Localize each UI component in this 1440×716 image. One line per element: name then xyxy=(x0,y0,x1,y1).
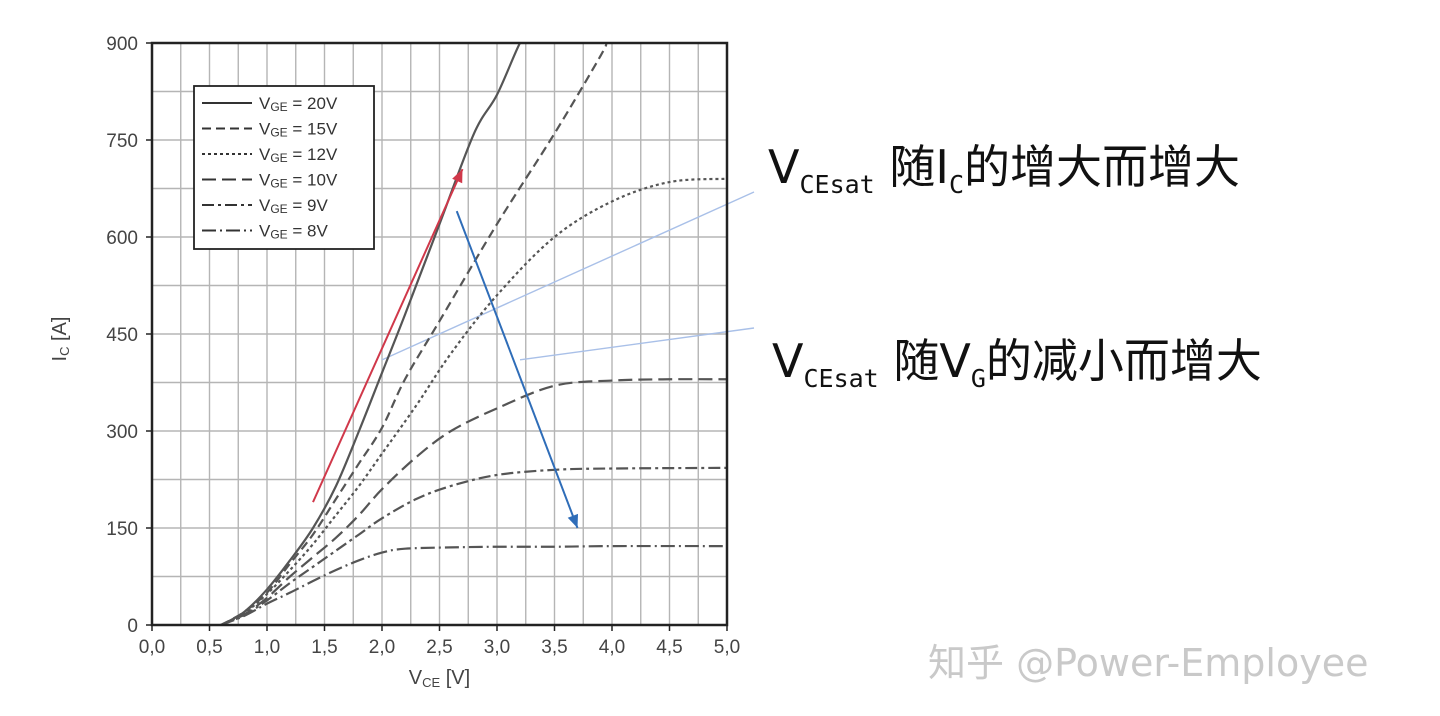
legend-label-3: VGE = 12V xyxy=(259,145,338,165)
legend-label-6: VGE = 8V xyxy=(259,222,329,242)
y-tick-label: 300 xyxy=(106,422,138,443)
y-tick-label: 900 xyxy=(106,34,138,55)
x-tick-label: 1,5 xyxy=(311,637,337,658)
series-line-4 xyxy=(220,378,727,625)
x-tick-label: 3,5 xyxy=(541,637,567,658)
trend-arrow-line-2 xyxy=(455,210,579,529)
x-tick-label: 5,0 xyxy=(714,637,740,658)
x-tick-label: 2,5 xyxy=(426,637,452,658)
trend-arrow-line-1 xyxy=(312,168,464,503)
x-tick-label: 4,5 xyxy=(656,637,682,658)
x-tick-label: 0,0 xyxy=(139,637,165,658)
series-line-6 xyxy=(220,544,727,625)
callout-line xyxy=(381,191,755,361)
note-vcesat-vg: VCEsat 随VG的减小而增大 xyxy=(772,334,1262,393)
callout-line xyxy=(519,327,755,361)
legend-label-2: VGE = 15V xyxy=(259,120,338,140)
x-tick-label: 2,0 xyxy=(369,637,395,658)
y-tick-label: 150 xyxy=(106,519,138,540)
trend-arrows xyxy=(312,168,579,529)
x-tick-label: 3,0 xyxy=(484,637,510,658)
legend-label-4: VGE = 10V xyxy=(259,171,338,191)
legend-label-5: VGE = 9V xyxy=(259,196,329,216)
y-tick-labels: 0 150 300 450 600 750 900 xyxy=(106,34,152,637)
y-tick-label: 750 xyxy=(106,131,138,152)
x-tick-label: 1,0 xyxy=(254,637,280,658)
series-line-2 xyxy=(220,43,608,625)
trend-arrow-head-1 xyxy=(452,169,463,184)
legend-box xyxy=(193,85,375,250)
series-group xyxy=(220,43,727,625)
y-tick-label: 600 xyxy=(106,228,138,249)
trend-arrow-head-2 xyxy=(567,513,579,528)
note-vcesat-ic: VCEsat 随IC的增大而增大 xyxy=(768,140,1240,199)
y-tick-label: 450 xyxy=(106,325,138,346)
x-axis-label: VCE [V] xyxy=(409,667,470,690)
x-tick-label: 0,5 xyxy=(196,637,222,658)
series-line-1 xyxy=(220,43,527,625)
legend-label-1: VGE = 20V xyxy=(259,94,338,114)
callout-lines xyxy=(381,191,755,361)
x-tick-labels: 0,0 0,5 1,0 1,5 2,0 2,5 3,0 3,5 4,0 4,5 5,0 xyxy=(139,625,740,658)
series-line-3 xyxy=(220,177,727,625)
y-tick-label: 0 xyxy=(127,616,138,637)
x-tick-label: 4,0 xyxy=(599,637,625,658)
legend: VGE = 20V VGE = 15V VGE = 12V VGE = 10V VGE … xyxy=(193,85,375,250)
watermark: 知乎 @Power-Employee xyxy=(928,641,1369,685)
y-axis-label: IC [A] xyxy=(49,317,72,362)
